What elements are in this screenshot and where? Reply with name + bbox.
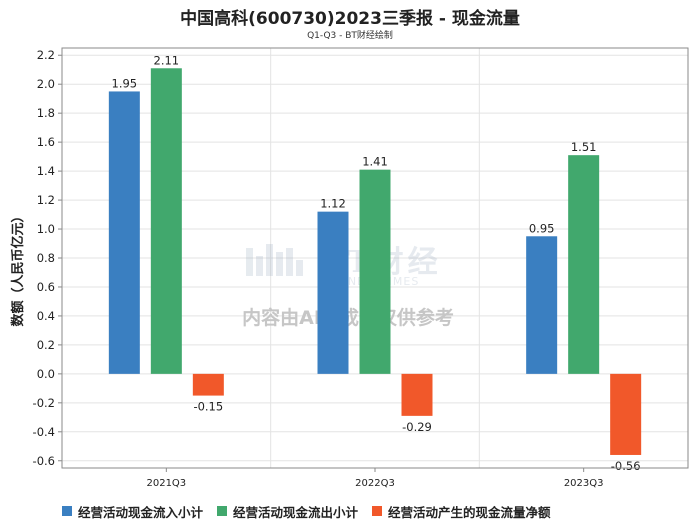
legend-label-inflow: 经营活动现金流入小计: [78, 504, 204, 520]
data-label: 1.12: [320, 197, 346, 211]
y-tick-label: 1.4: [37, 164, 55, 178]
x-tick-label: 2022Q3: [355, 478, 395, 489]
y-tick-label: 1.2: [37, 193, 55, 207]
x-tick-label: 2023Q3: [564, 478, 604, 489]
y-tick-label: 2.0: [37, 77, 55, 91]
y-tick-label: 0.2: [37, 338, 55, 352]
legend-swatch-net: [372, 506, 383, 516]
data-label: 2.11: [154, 53, 180, 67]
y-tick-label: 1.0: [37, 222, 55, 236]
y-tick-label: 1.8: [37, 106, 55, 120]
legend-item-outflow[interactable]: 经营活动现金流出小计: [217, 502, 358, 521]
bt-logo-icon: [246, 244, 303, 276]
y-tick-label: 2.2: [37, 48, 55, 62]
bar-net-2023Q3[interactable]: [610, 373, 642, 455]
legend-swatch-outflow: [217, 506, 228, 516]
y-tick-label: -0.6: [33, 454, 55, 468]
data-label: 0.95: [529, 221, 555, 235]
data-label: -0.56: [611, 459, 641, 473]
bar-net-2021Q3[interactable]: [192, 373, 224, 396]
data-labels: 1.95 2.11 -0.15 1.12 1.41 -0.29 0.95 1.51 -0.56: [112, 53, 641, 473]
data-label: 1.41: [362, 155, 388, 169]
axes: -0.6 -0.4 -0.2 0.0 0.2 0.4 0.6 0.8 1.0 1.2 1.4 1.6 1…: [33, 47, 689, 489]
bars-layer: [108, 68, 642, 455]
legend-label-outflow: 经营活动现金流出小计: [233, 504, 359, 520]
y-tick-label: -0.4: [33, 425, 55, 439]
chart-title: 中国高科(600730)2023三季报 - 现金流量: [180, 9, 520, 29]
data-label: -0.15: [193, 400, 223, 414]
bar-outflow-2021Q3[interactable]: [150, 68, 182, 374]
y-tick-label: 0.8: [37, 251, 55, 265]
bar-inflow-2023Q3[interactable]: [526, 236, 558, 374]
y-tick-label: 0.4: [37, 309, 55, 323]
data-label: -0.29: [402, 420, 432, 434]
y-tick-label: 0.6: [37, 280, 55, 294]
y-tick-label: 1.6: [37, 135, 55, 149]
legend-item-net[interactable]: 经营活动产生的现金流量净额: [372, 502, 551, 521]
chart-subtitle: Q1-Q3 - BT财经绘制: [307, 31, 393, 41]
bar-outflow-2023Q3[interactable]: [568, 155, 600, 374]
data-label: 1.51: [571, 140, 597, 154]
bar-inflow-2021Q3[interactable]: [108, 91, 140, 374]
y-tick-label: -0.2: [33, 396, 55, 410]
legend-swatch-inflow: [62, 506, 72, 516]
legend: 经营活动现金流入小计 经营活动现金流出小计 经营活动产生的现金流量净额: [62, 502, 565, 520]
legend-label-net: 经营活动产生的现金流量净额: [388, 504, 551, 520]
bar-outflow-2022Q3[interactable]: [359, 169, 391, 374]
y-axis-label: 数额（人民币亿元）: [10, 209, 26, 326]
bar-inflow-2022Q3[interactable]: [317, 211, 349, 374]
bar-net-2022Q3[interactable]: [401, 373, 433, 416]
legend-item-inflow[interactable]: 经营活动现金流入小计: [62, 502, 203, 521]
x-tick-label: 2021Q3: [146, 478, 186, 489]
data-label: 1.95: [112, 76, 138, 90]
y-tick-label: 0.0: [37, 367, 55, 381]
